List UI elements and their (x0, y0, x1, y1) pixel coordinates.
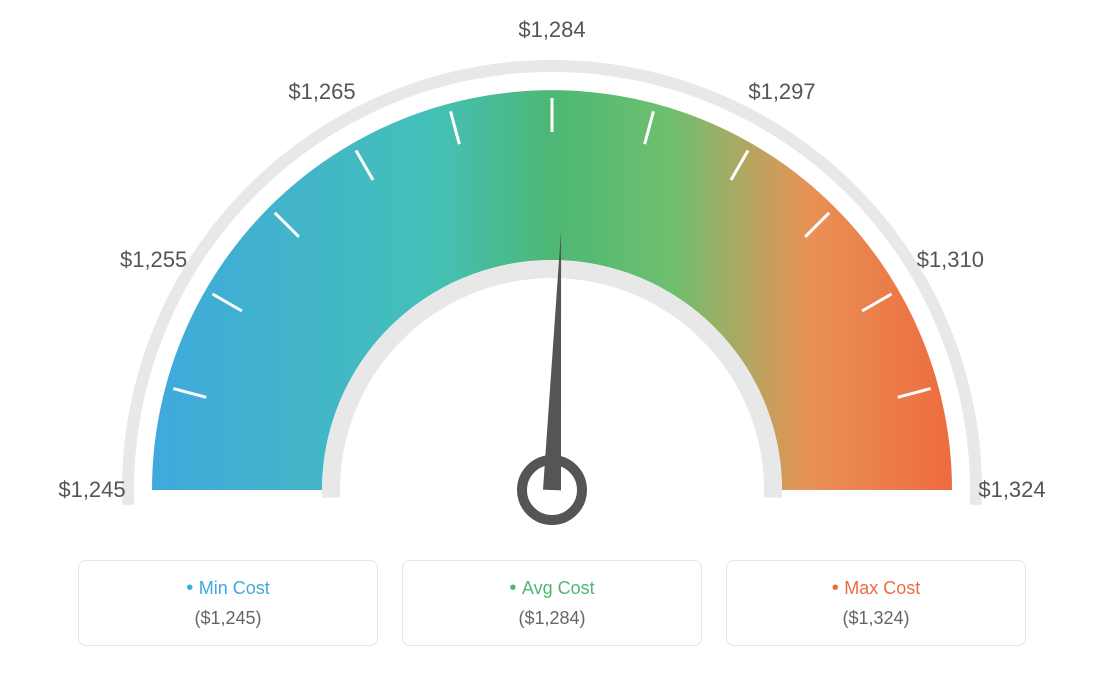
legend-value-max: ($1,324) (747, 608, 1005, 629)
gauge-tick-label: $1,245 (58, 477, 125, 503)
gauge-tick-label: $1,265 (288, 79, 355, 105)
gauge-tick-label: $1,310 (917, 247, 984, 273)
legend-label-min: Min Cost (99, 577, 357, 600)
legend-card-max: Max Cost ($1,324) (726, 560, 1026, 646)
legend-value-avg: ($1,284) (423, 608, 681, 629)
gauge-svg (0, 0, 1104, 560)
legend-label-max: Max Cost (747, 577, 1005, 600)
gauge-tick-label: $1,324 (978, 477, 1045, 503)
legend-card-avg: Avg Cost ($1,284) (402, 560, 702, 646)
legend-value-min: ($1,245) (99, 608, 357, 629)
gauge-chart: $1,245 $1,255 $1,265 $1,284 $1,297 $1,310 $1,3… (0, 0, 1104, 560)
gauge-tick-label: $1,284 (518, 17, 585, 43)
legend-label-avg: Avg Cost (423, 577, 681, 600)
legend-row: Min Cost ($1,245) Avg Cost ($1,284) Max … (0, 560, 1104, 646)
legend-card-min: Min Cost ($1,245) (78, 560, 378, 646)
gauge-tick-label: $1,255 (120, 247, 187, 273)
gauge-tick-label: $1,297 (748, 79, 815, 105)
